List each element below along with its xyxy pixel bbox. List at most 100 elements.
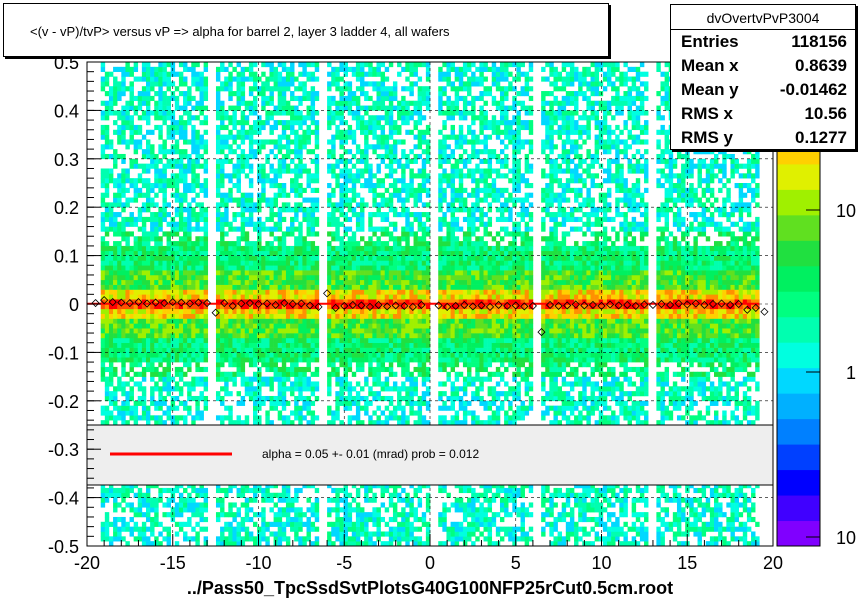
heatmap-cell: [113, 531, 118, 537]
heatmap-cell: [343, 342, 348, 348]
heatmap-cell: [232, 328, 237, 334]
heatmap-cell: [104, 405, 110, 411]
heatmap-cell: [281, 526, 287, 532]
heatmap-cell: [355, 260, 361, 266]
heatmap-cell: [150, 279, 155, 285]
heatmap-cell: [170, 299, 176, 305]
heatmap-cell: [108, 260, 114, 266]
heatmap-cell: [244, 153, 250, 160]
heatmap-cell: [133, 250, 139, 256]
heatmap-cell: [215, 284, 221, 290]
heatmap-cell: [298, 405, 303, 411]
heatmap-cell: [380, 366, 386, 373]
heatmap-cell: [174, 531, 180, 537]
heatmap-cell: [372, 308, 377, 314]
heatmap-cell: [253, 226, 258, 232]
heatmap-cell: [253, 497, 258, 503]
heatmap-cell: [355, 492, 361, 498]
heatmap-cell: [121, 391, 126, 397]
heatmap-cell: [306, 328, 311, 334]
heatmap-cell: [294, 270, 299, 276]
heatmap-cell: [191, 347, 196, 353]
heatmap-cell: [133, 105, 139, 111]
heatmap-cell: [100, 497, 106, 503]
heatmap-cell: [253, 250, 258, 256]
heatmap-cell: [191, 294, 196, 300]
heatmap-cell: [351, 279, 357, 285]
heatmap-cell: [392, 313, 398, 319]
heatmap-cell: [125, 115, 130, 121]
heatmap-cell: [240, 149, 246, 155]
heatmap-cell: [351, 337, 357, 344]
heatmap-cell: [376, 313, 381, 319]
heatmap-cell: [133, 221, 139, 227]
heatmap-cell: [384, 76, 390, 82]
heatmap-cell: [125, 216, 130, 223]
heatmap-cell: [261, 187, 266, 193]
heatmap-cell: [265, 487, 270, 494]
heatmap-cell: [343, 531, 348, 537]
heatmap-cell: [117, 279, 122, 285]
heatmap-cell: [281, 274, 287, 281]
heatmap-cell: [257, 541, 262, 547]
heatmap-cell: [215, 260, 221, 266]
heatmap-cell: [228, 410, 233, 416]
heatmap-cell: [335, 105, 340, 111]
heatmap-cell: [150, 216, 155, 223]
heatmap-cell: [145, 362, 151, 368]
heatmap-cell: [150, 274, 155, 281]
heatmap-cell: [104, 265, 110, 271]
heatmap-cell: [203, 366, 209, 373]
heatmap-cell: [298, 526, 303, 532]
heatmap-cell: [187, 202, 192, 208]
heatmap-cell: [195, 221, 200, 227]
heatmap-cell: [104, 192, 110, 198]
heatmap-cell: [240, 274, 246, 281]
heatmap-cell: [178, 221, 184, 227]
heatmap-cell: [392, 207, 398, 213]
heatmap-cell: [244, 260, 250, 266]
heatmap-cell: [154, 76, 159, 82]
heatmap-cell: [220, 289, 225, 295]
heatmap-cell: [343, 318, 348, 324]
heatmap-cell: [339, 274, 344, 281]
heatmap-cell: [174, 342, 180, 348]
heatmap-cell: [380, 352, 386, 358]
heatmap-cell: [388, 124, 394, 131]
heatmap-cell: [191, 299, 196, 305]
heatmap-cell: [277, 100, 283, 106]
heatmap-cell: [368, 536, 373, 542]
heatmap-cell: [158, 95, 163, 102]
heatmap-cell: [137, 270, 143, 276]
heatmap-cell: [113, 110, 118, 116]
heatmap-cell: [117, 221, 122, 227]
heatmap-cell: [162, 212, 167, 218]
heatmap-cell: [253, 129, 258, 135]
heatmap-cell: [129, 81, 134, 87]
heatmap-cell: [277, 207, 283, 213]
heatmap-cell: [166, 333, 171, 339]
heatmap-cell: [137, 279, 143, 285]
heatmap-cell: [174, 483, 180, 489]
heatmap-cell: [154, 357, 159, 363]
heatmap-cell: [343, 371, 348, 377]
heatmap-cell: [104, 415, 110, 421]
heatmap-cell: [290, 521, 295, 527]
heatmap-cell: [121, 308, 126, 314]
heatmap-cell: [372, 483, 377, 489]
heatmap-cell: [100, 76, 106, 82]
heatmap-cell: [100, 342, 106, 348]
heatmap-cell: [343, 347, 348, 353]
heatmap-cell: [355, 526, 361, 532]
heatmap-cell: [277, 187, 283, 193]
heatmap-cell: [261, 279, 266, 285]
heatmap-cell: [294, 284, 299, 290]
heatmap-cell: [351, 71, 357, 77]
heatmap-cell: [290, 250, 295, 256]
heatmap-cell: [388, 492, 394, 498]
heatmap-cell: [141, 395, 147, 402]
heatmap-cell: [187, 366, 192, 373]
heatmap-cell: [343, 139, 348, 145]
heatmap-cell: [244, 357, 250, 363]
heatmap-cell: [253, 241, 258, 247]
